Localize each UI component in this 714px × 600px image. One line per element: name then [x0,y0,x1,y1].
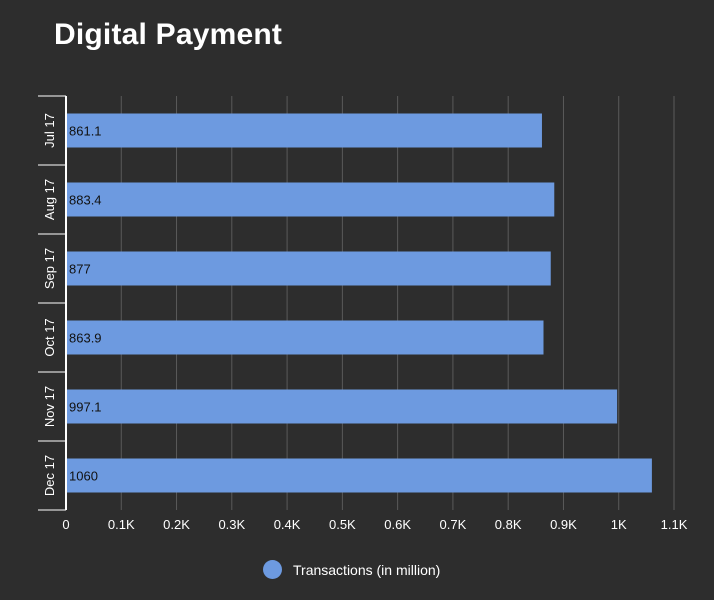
y-category-label: Nov 17 [42,386,57,427]
y-category-label: Aug 17 [42,179,57,220]
x-tick-label: 0.4K [274,517,301,532]
bar-value-label: 863.9 [69,331,102,346]
x-tick-label: 0.6K [384,517,411,532]
y-category-label: Sep 17 [42,248,57,289]
x-tick-label: 0.9K [550,517,577,532]
x-tick-label: 0.1K [108,517,135,532]
bar-value-label: 997.1 [69,400,102,415]
bar [66,182,555,217]
x-tick-label: 0.7K [440,517,467,532]
x-tick-label: 0.5K [329,517,356,532]
y-category-label: Oct 17 [42,318,57,356]
x-tick-label: 0 [62,517,69,532]
bar [66,113,542,148]
chart-title: Digital Payment [54,18,283,51]
bar-value-label: 877 [69,262,91,277]
x-tick-label: 0.3K [218,517,245,532]
x-tick-label: 0.2K [163,517,190,532]
bar [66,320,544,355]
y-category-label: Jul 17 [42,113,57,148]
bar [66,458,652,493]
bar-value-label: 1060 [69,469,98,484]
x-tick-label: 0.8K [495,517,522,532]
legend[interactable]: Transactions (in million) [263,560,440,579]
legend-label: Transactions (in million) [293,561,441,578]
bar [66,389,618,424]
legend-swatch-icon [263,560,282,579]
x-tick-label: 1K [611,517,627,532]
bar-value-label: 861.1 [69,124,102,139]
bar-value-label: 883.4 [69,193,102,208]
y-category-label: Dec 17 [42,455,57,496]
x-tick-label: 1.1K [661,517,688,532]
bar [66,251,551,286]
